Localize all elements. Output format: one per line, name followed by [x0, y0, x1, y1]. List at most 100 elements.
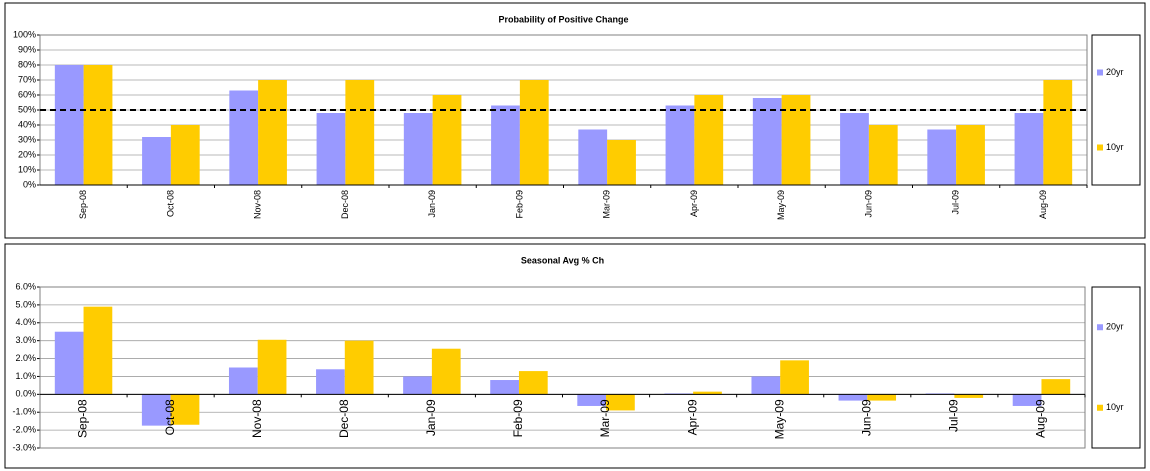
x-tick-label: Sep-08 — [76, 399, 90, 438]
bar — [344, 340, 374, 395]
x-tick-label: Jun-09 — [863, 190, 873, 218]
bar — [752, 98, 782, 185]
bar — [607, 140, 636, 185]
y-tick-label: 80% — [18, 59, 36, 69]
bar — [228, 367, 258, 395]
x-tick-label: Nov-08 — [250, 399, 264, 438]
x-tick-label: Apr-09 — [689, 190, 699, 217]
y-tick-label: 0.0% — [15, 389, 36, 399]
legend-label: 20yr — [1106, 322, 1124, 332]
x-tick-label: Apr-09 — [685, 399, 699, 435]
x-tick-label: Jun-09 — [859, 399, 873, 436]
bar — [170, 394, 200, 425]
bar — [956, 125, 985, 185]
chart-frame — [4, 2, 1146, 239]
legend-swatch — [1097, 324, 1103, 331]
y-tick-label: 20% — [18, 149, 36, 159]
x-tick-label: Sep-08 — [78, 190, 88, 219]
x-tick-label: Nov-08 — [253, 190, 263, 219]
y-tick-label: -2.0% — [12, 424, 36, 434]
x-tick-label: Feb-09 — [514, 190, 524, 219]
y-tick-label: 3.0% — [15, 335, 36, 345]
bar — [142, 137, 171, 185]
y-tick-label: 2.0% — [15, 353, 36, 363]
x-tick-label: Dec-08 — [340, 190, 350, 219]
bar — [491, 105, 520, 185]
x-tick-label: May-09 — [776, 190, 786, 220]
x-tick-label: Jul-09 — [951, 190, 961, 215]
x-tick-label: Oct-08 — [165, 190, 175, 217]
x-tick-label: Mar-09 — [598, 399, 612, 437]
bar — [316, 113, 346, 185]
chart-title: Probability of Positive Change — [498, 14, 628, 24]
bar — [431, 348, 461, 395]
bar — [780, 360, 809, 395]
legend-box — [1091, 286, 1141, 449]
bar — [54, 65, 84, 185]
bar — [781, 95, 811, 185]
bar — [316, 369, 345, 395]
bar — [838, 394, 868, 401]
x-tick-label: Aug-09 — [1038, 190, 1048, 219]
x-tick-label: Dec-08 — [337, 399, 351, 438]
y-tick-label: 1.0% — [15, 371, 36, 381]
y-tick-label: -1.0% — [12, 407, 36, 417]
bar — [606, 394, 635, 411]
bar — [83, 65, 113, 185]
bar — [345, 80, 375, 185]
chart-frame — [4, 243, 1146, 469]
plot-border — [39, 286, 1086, 449]
y-tick-label: 100% — [13, 29, 36, 39]
x-tick-label: Jul-09 — [947, 399, 961, 432]
y-tick-label: 5.0% — [15, 299, 36, 309]
x-tick-label: Aug-09 — [1034, 399, 1048, 438]
x-tick-label: Mar-09 — [602, 190, 612, 219]
legend-label: 10yr — [1106, 402, 1124, 412]
legend-swatch — [1097, 69, 1103, 76]
bar — [519, 80, 549, 185]
y-tick-label: 4.0% — [15, 317, 36, 327]
bar — [403, 376, 432, 395]
bar — [83, 306, 113, 395]
x-tick-label: Jan-09 — [424, 399, 438, 436]
bar — [665, 105, 695, 185]
bar — [257, 339, 287, 395]
bar — [1041, 379, 1071, 395]
x-tick-label: Feb-09 — [511, 399, 525, 437]
x-tick-label: May-09 — [772, 399, 786, 439]
bar — [751, 376, 781, 395]
legend-label: 20yr — [1106, 67, 1124, 77]
bar — [1012, 394, 1042, 406]
bar — [432, 95, 462, 185]
legend-box — [1091, 34, 1141, 186]
legend-label: 10yr — [1106, 142, 1124, 152]
bar — [490, 380, 519, 395]
y-tick-label: 6.0% — [15, 281, 36, 291]
bar — [1014, 113, 1044, 185]
y-tick-label: 10% — [18, 164, 36, 174]
bar — [258, 80, 287, 185]
bar — [927, 129, 957, 185]
legend-swatch — [1097, 144, 1103, 151]
y-tick-label: 90% — [18, 44, 36, 54]
bar — [954, 394, 984, 398]
bar — [694, 95, 724, 185]
x-tick-label: Oct-08 — [163, 399, 177, 435]
bar — [403, 113, 433, 185]
bar — [693, 391, 722, 395]
y-tick-label: 60% — [18, 89, 36, 99]
y-tick-label: 50% — [18, 104, 36, 114]
bar — [518, 371, 548, 395]
y-tick-label: 70% — [18, 74, 36, 84]
bar — [578, 129, 608, 185]
bar — [868, 125, 898, 185]
bar — [141, 394, 171, 426]
bar — [1043, 80, 1073, 185]
y-tick-label: 0% — [23, 179, 36, 189]
bar — [840, 113, 869, 185]
bar — [229, 90, 259, 185]
bar — [170, 125, 200, 185]
bar — [54, 331, 84, 395]
bar — [577, 394, 607, 406]
